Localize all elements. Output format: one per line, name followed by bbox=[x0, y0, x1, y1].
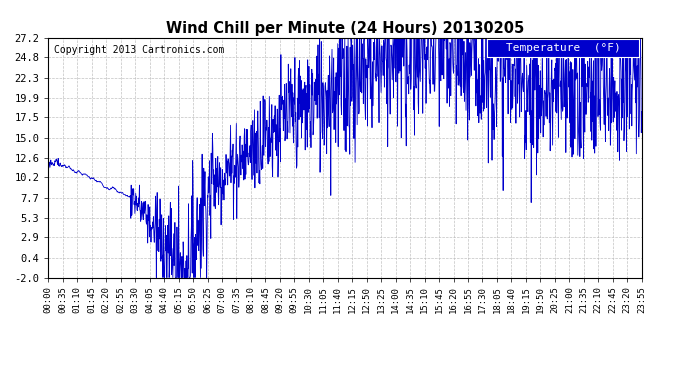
Title: Wind Chill per Minute (24 Hours) 20130205: Wind Chill per Minute (24 Hours) 2013020… bbox=[166, 21, 524, 36]
Text: Copyright 2013 Cartronics.com: Copyright 2013 Cartronics.com bbox=[55, 45, 225, 55]
